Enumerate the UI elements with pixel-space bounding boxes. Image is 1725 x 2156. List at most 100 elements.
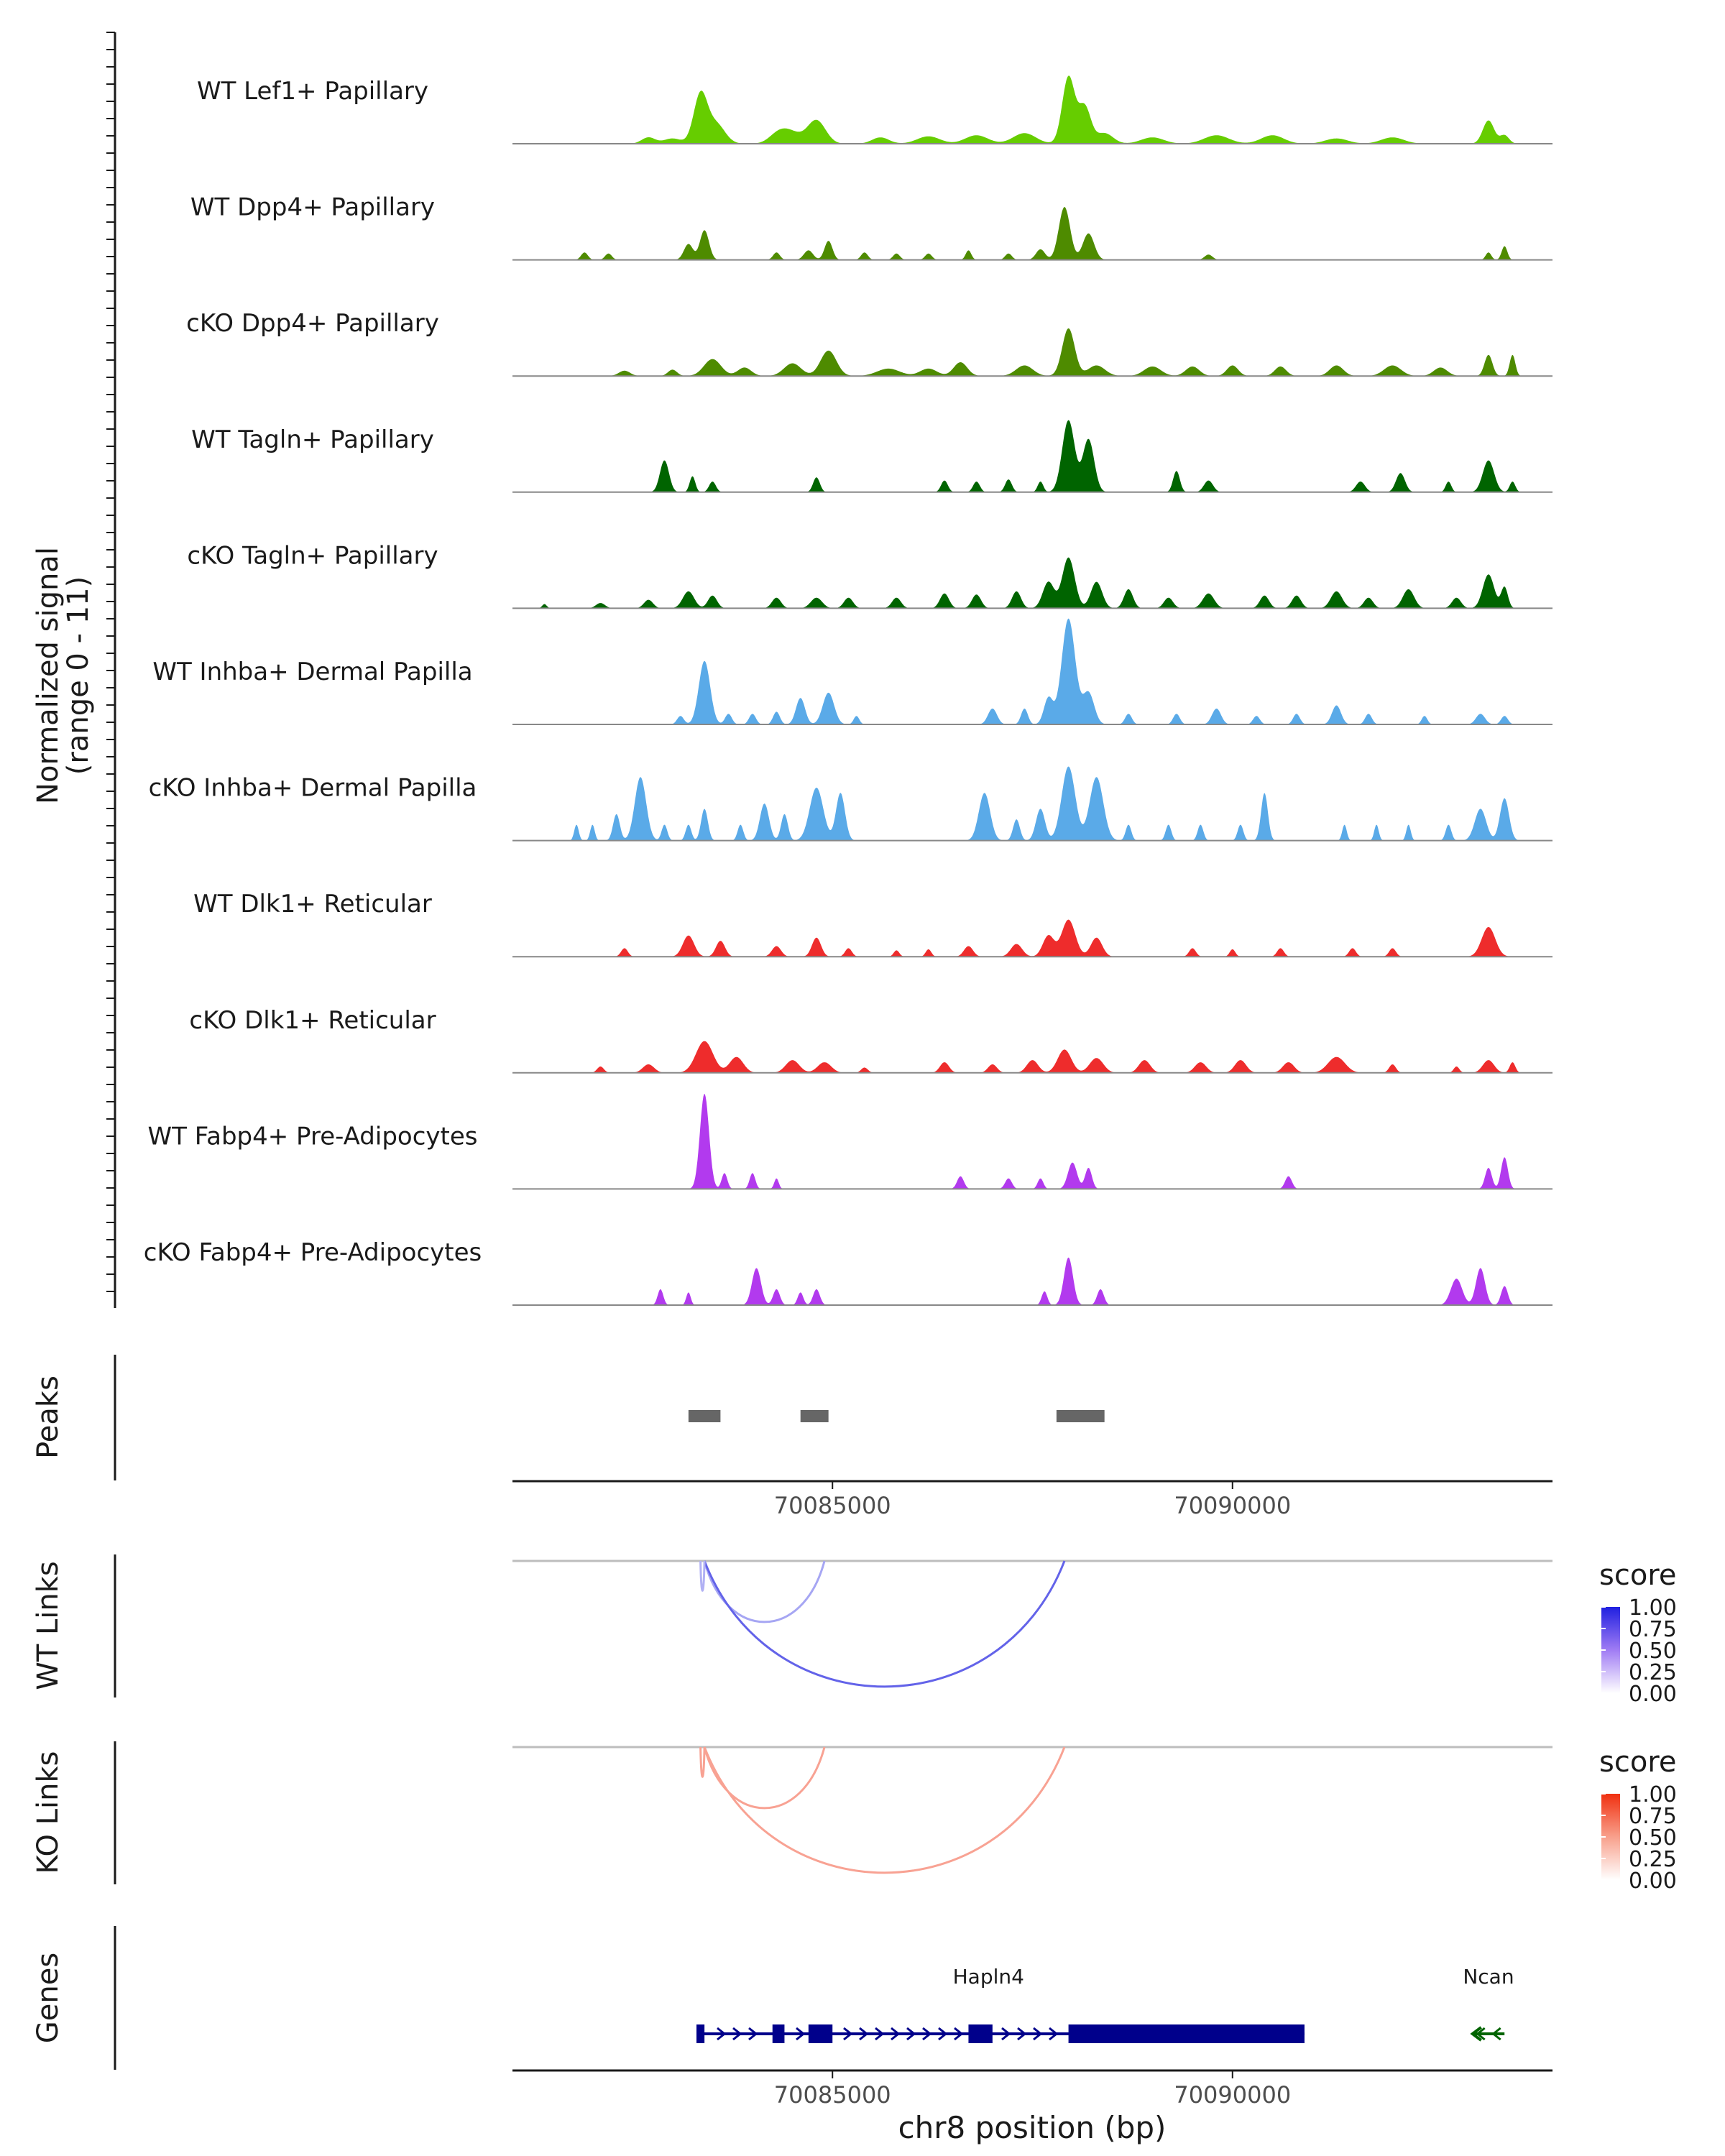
wt-score-legend: score 1.000.750.500.250.00 [1599, 1559, 1677, 1707]
x-tick-label: 70090000 [1174, 2081, 1291, 2109]
strand-chevron [1049, 2027, 1059, 2041]
coverage-area [512, 1041, 1552, 1073]
strand-arrow [1470, 2026, 1482, 2042]
coverage-track: cKO Tagln+ Papillary [187, 541, 1552, 609]
gene-exon [696, 2024, 705, 2043]
coverage-track: cKO Fabp4+ Pre-Adipocytes [144, 1238, 1552, 1306]
strand-chevron [748, 2027, 758, 2041]
ko-legend-ticks: 1.000.750.500.250.00 [1601, 1782, 1677, 1894]
coverage-track: cKO Dpp4+ Papillary [186, 309, 1552, 377]
peak-regions [688, 1410, 1105, 1422]
link-arc [703, 1746, 1066, 1874]
legend-tick-label: 0.25 [1629, 1660, 1677, 1685]
strand-chevron [796, 2027, 806, 2041]
legend-tick-label: 0.25 [1629, 1847, 1677, 1872]
coverage-tracks: WT Lef1+ Papillary WT Dpp4+ Papillary cKO … [144, 75, 1552, 1306]
strand-chevron [732, 2027, 742, 2041]
track-label: WT Fabp4+ Pre-Adipocytes [148, 1122, 478, 1151]
coverage-track: cKO Inhba+ Dermal Papilla [149, 766, 1552, 842]
strand-chevron [1001, 2027, 1011, 2041]
gene-model: Ncan [1463, 1965, 1514, 2042]
ko-links-label: KO Links [32, 1751, 65, 1874]
legend-tick-label: 0.00 [1629, 1869, 1677, 1894]
legend-tick-label: 0.00 [1629, 1682, 1677, 1707]
strand-chevron [906, 2027, 916, 2041]
strand-chevron [891, 2027, 901, 2041]
coverage-track: WT Dpp4+ Papillary [190, 193, 1552, 261]
peak-region [800, 1410, 829, 1422]
gene-name: Ncan [1463, 1965, 1514, 1989]
coverage-track: WT Lef1+ Papillary [197, 75, 1552, 144]
strand-chevron [938, 2027, 948, 2041]
coverage-area [512, 766, 1552, 841]
peak-region [688, 1410, 721, 1422]
strand-chevron [922, 2027, 932, 2041]
coverage-track: WT Dlk1+ Reticular [193, 890, 1552, 958]
coverage-y-range: (range 0 - 11) [62, 576, 95, 775]
genes-label: Genes [32, 1953, 65, 2043]
coverage-panel: Normalized signal (range 0 - 11) WT Lef1… [32, 32, 1552, 1308]
ko-link-arcs [699, 1746, 1066, 1874]
peaks-label: Peaks [32, 1376, 65, 1459]
coverage-track: cKO Dlk1+ Reticular [189, 1006, 1552, 1074]
x-tick-label: 70085000 [774, 1492, 891, 1519]
coverage-area [512, 618, 1552, 724]
gene-exon [968, 2024, 993, 2043]
genes-x-ticks: 70085000 70090000 [774, 2071, 1291, 2109]
gene-models: Hapln4 Ncan [696, 1965, 1514, 2043]
x-axis-title: chr8 position (bp) [898, 2110, 1167, 2145]
wt-link-arcs [699, 1560, 1066, 1688]
x-tick-label: 70090000 [1174, 1492, 1291, 1519]
peak-region [1056, 1410, 1105, 1422]
strand-chevron [1491, 2027, 1501, 2041]
track-label: cKO Dpp4+ Papillary [186, 309, 439, 338]
track-label: WT Tagln+ Papillary [191, 425, 434, 454]
link-arc [699, 1746, 706, 1778]
legend-tick-label: 1.00 [1629, 1595, 1677, 1621]
strand-chevron [859, 2027, 869, 2041]
coverage-track: WT Fabp4+ Pre-Adipocytes [148, 1094, 1552, 1190]
legend-tick-label: 0.50 [1629, 1639, 1677, 1664]
ko-links-panel: KO Links score 1.000.750.500.250.00 [32, 1741, 1677, 1894]
strand-chevron [1476, 2027, 1486, 2041]
gene-exon [1068, 2024, 1305, 2043]
coverage-y-ticks [106, 32, 115, 1292]
coverage-area [512, 75, 1552, 144]
strand-chevron [1017, 2027, 1027, 2041]
track-label: WT Dlk1+ Reticular [193, 890, 432, 918]
coverage-area [512, 207, 1552, 260]
x-tick-label: 70085000 [774, 2081, 891, 2109]
wt-legend-title: score [1599, 1559, 1676, 1592]
coverage-area [512, 328, 1552, 377]
track-label: WT Dpp4+ Papillary [190, 193, 435, 222]
peaks-panel: Peaks 70085000 70090000 [32, 1355, 1552, 1519]
track-label: WT Lef1+ Papillary [197, 77, 428, 106]
wt-legend-ticks: 1.000.750.500.250.00 [1601, 1595, 1677, 1707]
track-label: cKO Inhba+ Dermal Papilla [149, 774, 477, 803]
gene-exon [772, 2024, 785, 2043]
ko-legend-title: score [1599, 1746, 1676, 1779]
coverage-area [512, 1094, 1552, 1189]
coverage-track: WT Tagln+ Papillary [191, 420, 1552, 493]
strand-chevron [1033, 2027, 1043, 2041]
legend-tick-label: 0.75 [1629, 1617, 1677, 1642]
legend-tick-label: 0.50 [1629, 1825, 1677, 1851]
gene-model: Hapln4 [696, 1965, 1305, 2043]
track-label: cKO Dlk1+ Reticular [189, 1006, 436, 1035]
coverage-area [512, 1257, 1552, 1305]
coverage-area [512, 919, 1552, 957]
genes-panel: Genes Hapln4 Ncan 70085000 70090000 chr8 p… [32, 1926, 1552, 2145]
link-arc [699, 1560, 706, 1592]
wt-links-panel: WT Links score 1.000.750.500.250.00 [32, 1554, 1677, 1707]
strand-chevron [875, 2027, 885, 2041]
strand-chevron [843, 2027, 853, 2041]
ko-score-legend: score 1.000.750.500.250.00 [1599, 1746, 1677, 1894]
gene-name: Hapln4 [953, 1965, 1024, 1989]
legend-tick-label: 0.75 [1629, 1804, 1677, 1829]
coverage-area [512, 557, 1552, 609]
strand-chevron [717, 2027, 727, 2041]
coverage-track: WT Inhba+ Dermal Papilla [152, 618, 1552, 725]
legend-tick-label: 1.00 [1629, 1782, 1677, 1807]
coverage-y-label: Normalized signal [32, 547, 65, 804]
